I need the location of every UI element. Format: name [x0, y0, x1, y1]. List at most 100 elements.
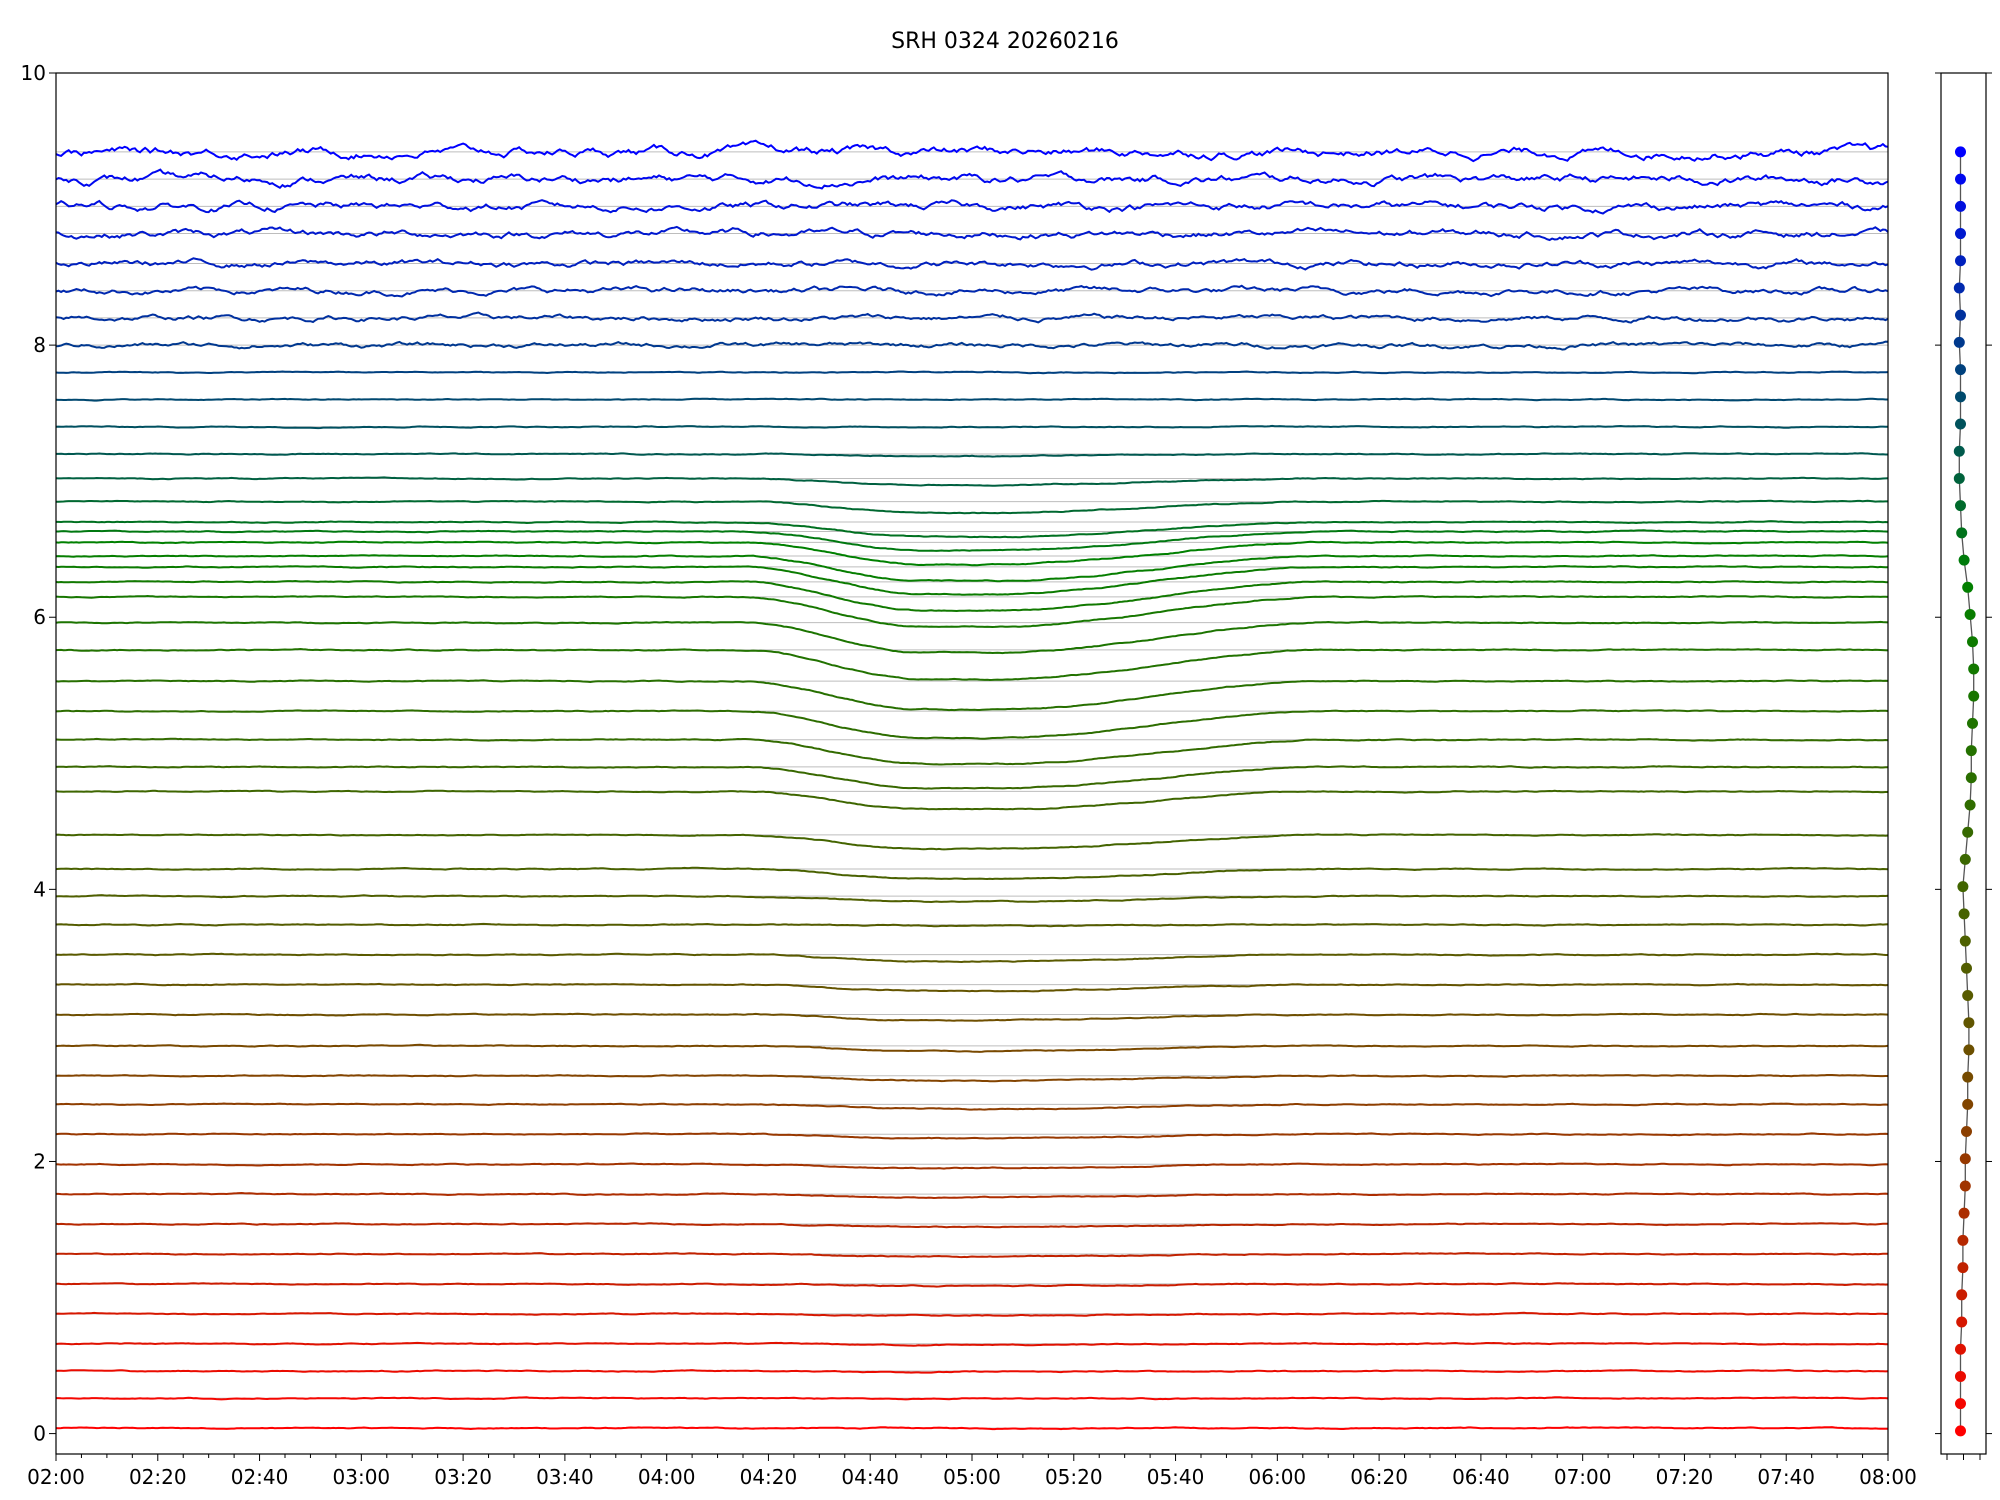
trace-line — [55, 1341, 1888, 1347]
side-point — [1965, 772, 1977, 784]
side-point — [1955, 1370, 1966, 1382]
side-point — [1955, 1343, 1966, 1355]
x-tick-label: 06:00 — [1249, 1465, 1307, 1489]
trace-line — [55, 340, 1889, 351]
side-point — [1955, 1425, 1966, 1437]
trace-line — [55, 168, 1889, 190]
trace-line — [55, 564, 1889, 596]
side-point — [1962, 581, 1974, 593]
side-point — [1962, 989, 1974, 1001]
side-point — [1955, 200, 1966, 212]
trace-line — [55, 894, 1889, 904]
y-tick-label: 2 — [33, 1149, 46, 1173]
side-point — [1955, 309, 1966, 321]
side-point — [1964, 799, 1976, 811]
side-point — [1953, 445, 1965, 457]
x-tick-label: 05:00 — [943, 1465, 1001, 1489]
y-tick-label: 6 — [33, 605, 46, 629]
side-point — [1957, 881, 1969, 893]
side-point — [1967, 636, 1978, 648]
side-point — [1965, 745, 1977, 757]
trace-line — [55, 199, 1889, 215]
side-point — [1953, 336, 1965, 348]
x-tick-label: 07:00 — [1554, 1465, 1612, 1489]
x-tick-label: 02:40 — [231, 1465, 289, 1489]
side-point — [1963, 1044, 1975, 1056]
x-tick-label: 07:40 — [1757, 1465, 1815, 1489]
side-point — [1957, 1234, 1969, 1246]
side-point — [1959, 1153, 1971, 1165]
trace-line — [55, 311, 1889, 324]
side-point — [1958, 908, 1970, 920]
x-tick-label: 04:20 — [740, 1465, 798, 1489]
trace-line — [55, 1132, 1889, 1140]
trace-line — [55, 1311, 1889, 1317]
trace-line — [55, 225, 1889, 242]
trace-line — [55, 952, 1888, 964]
trace-line — [55, 1251, 1889, 1259]
trace-line — [55, 540, 1889, 567]
trace-line — [55, 370, 1889, 375]
trace-line — [56, 520, 1889, 539]
trace-line — [55, 257, 1889, 271]
trace-line — [56, 499, 1888, 515]
side-point — [1955, 146, 1966, 158]
x-tick-label: 05:20 — [1045, 1465, 1103, 1489]
trace-line — [55, 1102, 1889, 1111]
side-point — [1956, 1289, 1968, 1301]
x-axis: 02:00 02:20 02:40 03:00 03:20 03:40 04:00 04:20… — [27, 1454, 1917, 1489]
trace-line — [55, 647, 1889, 682]
side-point — [1955, 173, 1966, 185]
side-point — [1955, 1398, 1966, 1410]
trace-line — [55, 594, 1889, 629]
trace-line — [55, 1426, 1889, 1431]
side-point — [1958, 554, 1970, 566]
main-plot: 02:00 02:20 02:40 03:00 03:20 03:40 04:00 04:20… — [21, 61, 1917, 1489]
x-tick-label: 04:40 — [841, 1465, 899, 1489]
side-axis-ticks — [1935, 72, 1992, 1460]
side-plot — [1935, 72, 1992, 1460]
side-point — [1956, 527, 1968, 539]
trace-line — [56, 452, 1888, 458]
trace-line — [55, 709, 1889, 740]
x-tick-label: 08:00 — [1859, 1465, 1917, 1489]
side-point — [1968, 663, 1980, 675]
y-tick-label: 0 — [33, 1422, 46, 1446]
side-point — [1967, 717, 1978, 729]
trace-line — [55, 139, 1889, 163]
side-point — [1962, 826, 1974, 838]
trace-line — [55, 579, 1889, 613]
side-point — [1961, 1126, 1972, 1138]
trace-line — [55, 397, 1888, 402]
trace-line — [55, 1074, 1888, 1083]
side-point — [1953, 282, 1965, 294]
x-tick-label: 05:40 — [1147, 1465, 1205, 1489]
trace-line — [56, 1191, 1889, 1200]
side-point — [1955, 364, 1966, 376]
trace-line — [55, 1162, 1889, 1170]
trace-line — [55, 765, 1889, 790]
trace-line — [55, 922, 1889, 928]
x-tick-label: 06:40 — [1452, 1465, 1510, 1489]
side-points — [1953, 146, 1980, 1437]
trace-line — [55, 1012, 1889, 1022]
side-point — [1955, 255, 1966, 267]
side-point — [1959, 853, 1971, 865]
trace-line — [55, 866, 1889, 881]
trace-line — [56, 1396, 1889, 1401]
side-point — [1955, 418, 1966, 430]
side-point — [1958, 1207, 1970, 1219]
side-point — [1962, 1071, 1974, 1083]
side-point — [1963, 1017, 1975, 1029]
trace-line — [55, 620, 1889, 655]
x-tick-label: 02:00 — [27, 1465, 85, 1489]
y-tick-label: 4 — [33, 877, 46, 901]
trace-line — [55, 554, 1889, 583]
side-point — [1961, 962, 1972, 974]
trace-line — [55, 679, 1889, 712]
side-point — [1955, 500, 1966, 512]
side-point — [1959, 1180, 1971, 1192]
side-point — [1955, 228, 1966, 240]
x-tick-label: 03:40 — [536, 1465, 594, 1489]
